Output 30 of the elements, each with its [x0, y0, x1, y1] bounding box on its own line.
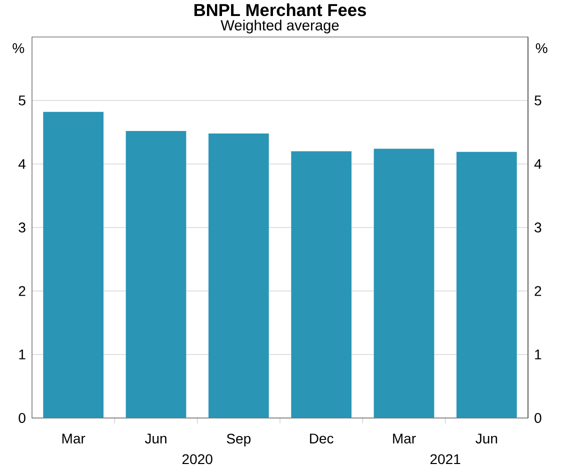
bar	[374, 148, 434, 418]
bar	[43, 112, 104, 418]
y-axis-title: %	[12, 43, 24, 54]
y-tick-label: 0	[18, 413, 26, 423]
chart-subtitle: Weighted average	[220, 20, 339, 34]
bar	[208, 134, 269, 418]
x-tick-label: Mar	[62, 434, 86, 444]
y2-tick-label: 3	[534, 222, 542, 232]
x-tick-label: Dec	[310, 434, 334, 444]
text: 2021	[430, 454, 460, 464]
y-tick-label: 4	[18, 159, 26, 169]
x-tick-label: Jun	[476, 434, 498, 444]
bar	[456, 152, 517, 418]
text: 2020	[182, 454, 212, 464]
y2-tick-label: 0	[534, 413, 542, 423]
y2-tick-label: 4	[534, 159, 542, 169]
y2-axis-title: %	[536, 43, 548, 54]
bar	[126, 130, 186, 418]
chart-title: BNPL Merchant Fees	[194, 3, 366, 16]
y-tick-label: 3	[18, 222, 26, 232]
y2-tick-label: 2	[534, 286, 542, 296]
y2-tick-label: 5	[534, 96, 542, 106]
y2-tick-label: 1	[535, 350, 542, 360]
x-tick-label: Mar	[393, 434, 416, 444]
y-tick-label: 2	[18, 286, 26, 296]
bar	[291, 151, 352, 418]
y-tick-label: 1	[19, 350, 26, 360]
x-tick-label: Jun	[144, 434, 166, 444]
y-tick-label: 5	[18, 96, 26, 106]
x-tick-label: Sep	[226, 434, 251, 446]
